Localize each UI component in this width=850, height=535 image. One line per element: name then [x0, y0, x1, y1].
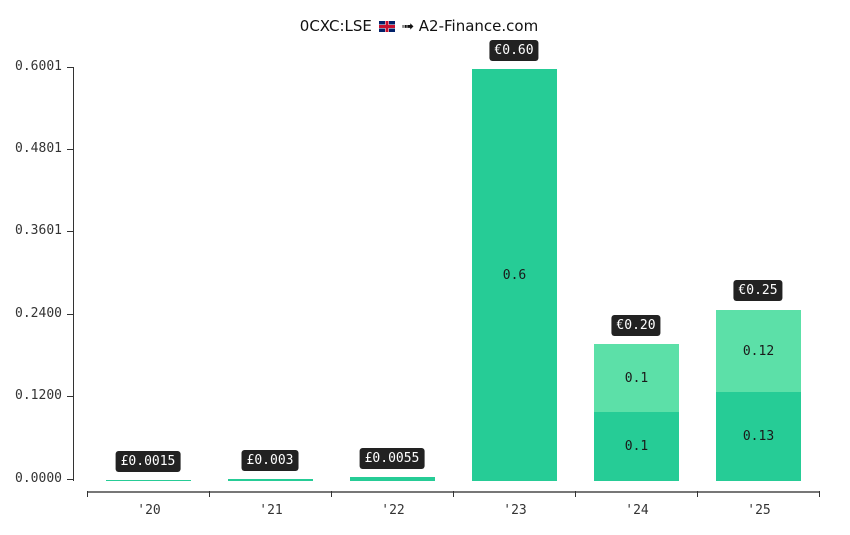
x-tick-mark — [87, 491, 88, 497]
bar-total-label: £0.003 — [241, 450, 299, 471]
bar-segment — [106, 480, 191, 481]
x-tick-label: '21 — [259, 503, 283, 518]
y-tick-label: 0.3601 — [15, 223, 62, 238]
y-tick-mark — [67, 396, 73, 397]
y-tick-label: 0.2400 — [15, 306, 62, 321]
site-label: A2-Finance.com — [418, 17, 539, 35]
bar-total-label: €0.25 — [733, 280, 783, 301]
y-tick-label: 0.6001 — [15, 59, 62, 74]
y-tick-mark — [67, 231, 73, 232]
y-tick-mark — [67, 67, 73, 68]
x-tick-label: '24 — [625, 503, 649, 518]
y-tick-mark — [67, 149, 73, 150]
bar-2022[interactable] — [350, 477, 435, 481]
bar-segment — [228, 479, 313, 481]
bar-segment-upper: 0.1 — [594, 344, 679, 412]
bar-2021[interactable] — [228, 479, 313, 481]
chart-title: 0CXC:LSE ➟ A2-Finance.com — [0, 17, 838, 35]
x-tick-label: '25 — [747, 503, 771, 518]
bar-segment: 0.6 — [472, 69, 557, 481]
y-axis-line — [73, 67, 74, 481]
x-tick-label: '23 — [503, 503, 527, 518]
arrow-icon: ➟ — [401, 17, 415, 35]
bar-total-label: £0.0055 — [359, 448, 425, 469]
bar-segment-lower: 0.1 — [594, 412, 679, 481]
x-tick-label: '20 — [137, 503, 161, 518]
y-tick-label: 0.4801 — [15, 141, 62, 156]
bar-2020[interactable] — [106, 480, 191, 481]
bar-segment — [350, 477, 435, 481]
x-tick-mark — [453, 491, 454, 497]
y-tick-mark — [67, 314, 73, 315]
bar-total-label: £0.0015 — [115, 451, 181, 472]
ticker-label: 0CXC:LSE — [299, 17, 372, 35]
bar-2024[interactable]: 0.1 0.1 — [594, 344, 679, 481]
x-tick-mark — [209, 491, 210, 497]
x-tick-mark — [697, 491, 698, 497]
bar-segment-lower: 0.13 — [716, 392, 801, 481]
y-tick-mark — [67, 479, 73, 480]
uk-flag-icon — [378, 21, 395, 32]
bar-total-label: €0.60 — [489, 40, 539, 61]
x-tick-mark — [575, 491, 576, 497]
y-tick-label: 0.1200 — [15, 388, 62, 403]
x-tick-mark — [819, 491, 820, 497]
y-tick-label: 0.0000 — [15, 471, 62, 486]
bar-2025[interactable]: 0.12 0.13 — [716, 310, 801, 481]
bar-total-label: €0.20 — [611, 315, 661, 336]
x-tick-label: '22 — [381, 503, 405, 518]
x-tick-mark — [331, 491, 332, 497]
bar-segment-upper: 0.12 — [716, 310, 801, 392]
bar-2023[interactable]: 0.6 — [472, 69, 557, 481]
